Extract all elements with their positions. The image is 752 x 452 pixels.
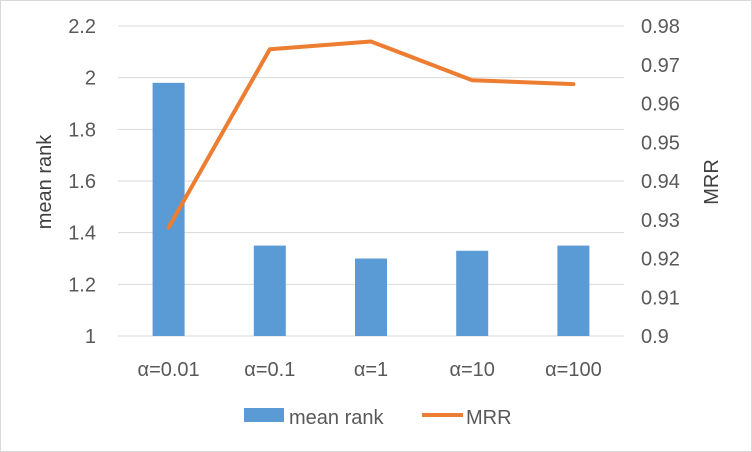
left-tick-label: 1.4 [68,223,96,245]
left-tick-label: 2.2 [68,16,96,38]
bar-mean-rank [253,245,286,336]
right-axis-ticks: 0.9 0.91 0.92 0.93 0.94 0.95 0.96 0.97 0.98 [641,16,680,348]
left-tick-label: 1.8 [68,119,96,141]
mrr-line [166,39,576,230]
right-tick-label: 0.9 [641,326,669,348]
line-series-mrr [166,39,576,230]
x-tick-label: α=0.01 [138,359,200,381]
x-tick-label: α=0.1 [244,359,295,381]
x-tick-label: α=100 [545,359,602,381]
right-tick-label: 0.96 [641,94,680,116]
left-tick-label: 1.6 [68,171,96,193]
left-tick-label: 1.2 [68,274,96,296]
left-axis-ticks: 1 1.2 1.4 1.6 1.8 2 2.2 [68,16,96,348]
bar-mean-rank [456,250,489,336]
right-tick-label: 0.93 [641,210,680,232]
bar-mean-rank [355,258,387,336]
bar-series-mean-rank [152,82,590,336]
right-tick-label: 0.97 [641,55,680,77]
right-tick-label: 0.92 [641,249,680,271]
left-tick-label: 1 [85,326,96,348]
right-tick-label: 0.98 [641,16,680,38]
right-tick-label: 0.95 [641,132,680,154]
right-tick-label: 0.94 [641,171,680,193]
x-tick-label: α=10 [449,359,495,381]
legend-label-mean-rank: mean rank [289,407,384,429]
x-axis-ticks: α=0.01 α=0.1 α=1 α=10 α=100 [138,359,602,381]
right-axis-label: MRR [701,159,723,205]
legend: mean rank MRR [244,407,512,429]
legend-swatch-mean-rank [244,408,284,422]
legend-label-mrr: MRR [466,407,512,429]
right-tick-label: 0.91 [641,287,680,309]
grid-lines [118,25,624,337]
left-tick-label: 2 [85,68,96,90]
x-tick-label: α=1 [354,359,388,381]
left-axis-label: mean rank [34,134,56,229]
bar-mean-rank [557,245,590,336]
